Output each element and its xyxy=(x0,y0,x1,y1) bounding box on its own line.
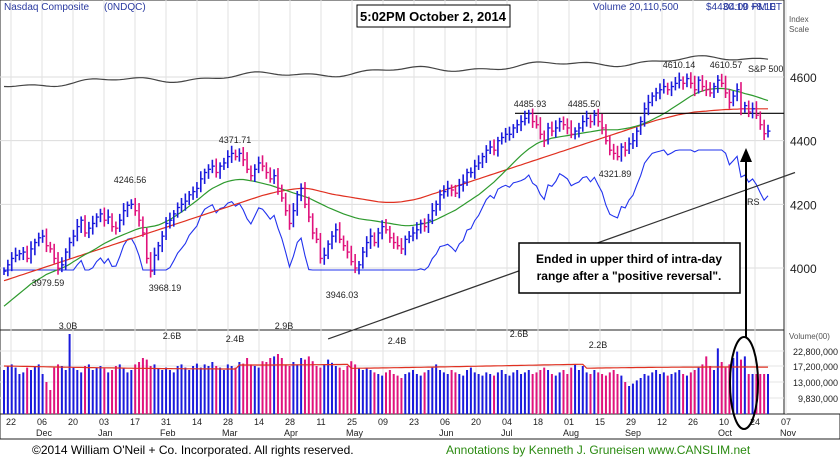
volume-tick-label: 22,800,000 xyxy=(793,347,838,357)
volume-tick-label: 17,200,000 xyxy=(793,362,838,372)
scale-label-scale: Scale xyxy=(789,25,810,34)
sp500-line xyxy=(3,55,769,88)
symbol: (0NDQC) xyxy=(104,2,146,13)
month-label: Apr xyxy=(284,428,298,438)
footer-annotations: Annotations by Kenneth J. Gruneisen www.… xyxy=(446,443,751,457)
price-tick-label: 4000 xyxy=(790,262,817,276)
month-label: Aug xyxy=(563,428,579,438)
date-tick-label: 10 xyxy=(719,417,729,427)
month-label: Dec xyxy=(36,428,53,438)
scale-label-index: Index xyxy=(789,15,809,24)
volume-bars xyxy=(3,334,769,414)
price-annotation-label: 3968.19 xyxy=(149,283,182,293)
price-annotation-label: 3946.03 xyxy=(326,290,359,300)
price-tick-label: 4600 xyxy=(790,71,817,85)
price-annotation-label: 4371.71 xyxy=(219,135,252,145)
month-label: Mar xyxy=(222,428,238,438)
month-label: May xyxy=(346,428,364,438)
price-annotation-label: 4610.57 xyxy=(710,60,743,70)
month-label: Jan xyxy=(98,428,113,438)
date-tick-label: 07 xyxy=(781,417,791,427)
date-tick-label: 15 xyxy=(595,417,605,427)
volume-axis-label: Volume(00) xyxy=(789,332,830,341)
series-label-sp500: S&P 500 xyxy=(748,64,783,74)
date-axis xyxy=(0,413,840,440)
month-label: Feb xyxy=(160,428,176,438)
price-annotation-label: 4610.14 xyxy=(663,60,696,70)
price-tick-label: 4200 xyxy=(790,198,817,212)
timestamp: 5:02PM October 2, 2014 xyxy=(360,9,507,24)
date-tick-label: 06 xyxy=(440,417,450,427)
date-tick-label: 18 xyxy=(533,417,543,427)
price-annotation-label: 4485.93 xyxy=(514,99,547,109)
date-tick-label: 28 xyxy=(223,417,233,427)
volume-average-line xyxy=(3,363,768,370)
date-tick-label: 03 xyxy=(99,417,109,427)
date-tick-label: 12 xyxy=(657,417,667,427)
price-bars xyxy=(3,72,771,278)
volume-annotation-label: 2.6B xyxy=(510,329,529,339)
date-tick-label: 09 xyxy=(378,417,388,427)
series-label-rs: RS xyxy=(747,197,760,207)
annotation-line-1: Ended in upper third of intra-day xyxy=(536,252,722,266)
date-tick-label: 11 xyxy=(316,417,325,427)
date-tick-label: 24 xyxy=(750,417,760,427)
price-readout: $4430.19 +8.10 xyxy=(706,2,776,13)
date-tick-label: 25 xyxy=(347,417,357,427)
volume-annotation-label: 2.9B xyxy=(275,321,294,331)
annotation-line-2: range after a "positive reversal". xyxy=(537,269,722,283)
date-tick-label: 01 xyxy=(564,417,574,427)
date-tick-label: 31 xyxy=(161,417,171,427)
month-label: Jul xyxy=(501,428,513,438)
date-tick-label: 17 xyxy=(130,417,140,427)
month-label: Nov xyxy=(780,428,797,438)
arrow-head xyxy=(740,148,752,162)
footer-copyright: ©2014 William O'Neil + Co. Incorporated.… xyxy=(32,443,354,457)
volume-annotation-label: 2.6B xyxy=(163,331,182,341)
timestamp-box xyxy=(356,4,511,28)
time-readout: 04:00 PM ET xyxy=(724,2,782,13)
price-annotation-label: 4246.56 xyxy=(114,175,147,185)
date-tick-label: 23 xyxy=(409,417,419,427)
chart-labels: 4000 4200 4400 4600 22 06 20 03 17 31 14 28 14 28 11 25… xyxy=(6,60,838,438)
month-label: Oct xyxy=(718,428,733,438)
volume-annotation-label: 2.2B xyxy=(589,340,608,350)
sp500-polyline xyxy=(3,55,769,88)
month-label: Sep xyxy=(625,428,641,438)
volume-annotation-label: 3.0B xyxy=(59,321,78,331)
price-tick-label: 4400 xyxy=(790,135,817,149)
month-label: Jun xyxy=(439,428,454,438)
date-tick-label: 04 xyxy=(502,417,512,427)
date-tick-label: 20 xyxy=(68,417,78,427)
price-annotation-label: 3979.59 xyxy=(32,278,65,288)
volume-tick-label: 13,000,000 xyxy=(793,378,838,388)
date-tick-label: 06 xyxy=(37,417,47,427)
annotation-box xyxy=(518,242,741,294)
price-annotation-label: 4321.89 xyxy=(599,169,632,179)
date-tick-label: 26 xyxy=(688,417,698,427)
volume-annotation-label: 2.4B xyxy=(388,336,407,346)
date-tick-label: 28 xyxy=(285,417,295,427)
volume-tick-label: 9,830,000 xyxy=(798,394,838,404)
date-tick-label: 14 xyxy=(192,417,202,427)
date-tick-label: 29 xyxy=(626,417,636,427)
volume-highlight-ellipse xyxy=(729,336,759,430)
date-tick-label: 14 xyxy=(254,417,264,427)
index-name: Nasdaq Composite xyxy=(4,2,89,13)
volume-annotation-label: 2.4B xyxy=(226,334,245,344)
price-annotation-label: 4485.50 xyxy=(568,99,601,109)
volume-readout: Volume 20,110,500 xyxy=(593,2,679,13)
date-tick-label: 22 xyxy=(6,417,16,427)
date-tick-label: 20 xyxy=(471,417,481,427)
